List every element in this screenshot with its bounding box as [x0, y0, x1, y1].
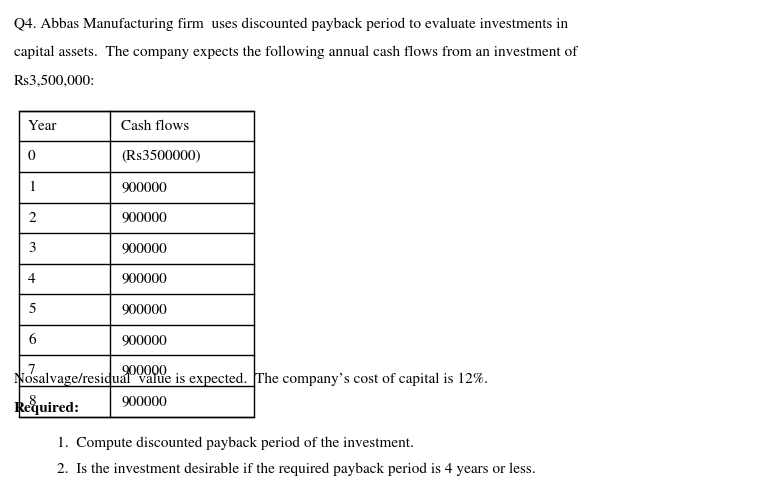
- Text: 2: 2: [28, 211, 36, 225]
- Text: 900000: 900000: [121, 272, 167, 286]
- Text: capital assets.  The company expects the following annual cash flows from an inv: capital assets. The company expects the …: [14, 46, 577, 59]
- Text: 6: 6: [28, 333, 36, 347]
- Text: 900000: 900000: [121, 394, 167, 408]
- Text: Rs3,500,000:: Rs3,500,000:: [14, 74, 95, 88]
- Text: 1: 1: [28, 180, 36, 194]
- Text: Q4. Abbas Manufacturing firm  uses discounted payback period to evaluate investm: Q4. Abbas Manufacturing firm uses discou…: [14, 17, 568, 31]
- Text: 900000: 900000: [121, 211, 167, 225]
- Text: 900000: 900000: [121, 364, 167, 378]
- Text: 5: 5: [28, 303, 36, 317]
- Text: 1.  Compute discounted payback period of the investment.: 1. Compute discounted payback period of …: [57, 436, 414, 450]
- Text: 900000: 900000: [121, 303, 167, 317]
- Text: Nosalvage/residual  value is expected.  The company’s cost of capital is 12%.: Nosalvage/residual value is expected. Th…: [14, 372, 487, 386]
- Text: 900000: 900000: [121, 333, 167, 347]
- Text: 4: 4: [28, 272, 36, 286]
- Text: 2.  Is the investment desirable if the required payback period is 4 years or les: 2. Is the investment desirable if the re…: [57, 462, 536, 476]
- Text: 900000: 900000: [121, 180, 167, 194]
- Text: Cash flows: Cash flows: [121, 119, 190, 133]
- Text: (Rs3500000): (Rs3500000): [121, 150, 201, 164]
- Text: 900000: 900000: [121, 242, 167, 255]
- Text: Required:: Required:: [14, 402, 80, 415]
- Text: Year: Year: [28, 119, 58, 133]
- Text: 7: 7: [28, 364, 36, 378]
- Text: 0: 0: [28, 150, 36, 164]
- Text: 8: 8: [28, 394, 36, 408]
- Text: 3: 3: [28, 242, 36, 255]
